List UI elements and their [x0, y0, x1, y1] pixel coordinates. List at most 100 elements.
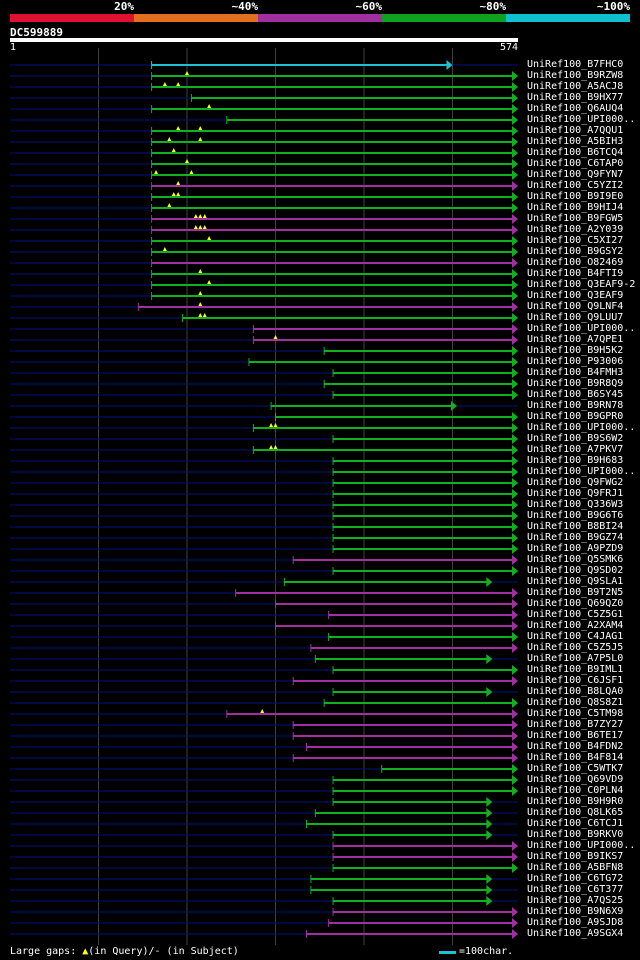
hit-label[interactable]: UniRef100_B7FHC0 — [527, 59, 624, 70]
hit-label[interactable]: UniRef100_C0PLN4 — [527, 785, 624, 796]
hit-label[interactable]: UniRef100_Q69QZ0 — [527, 598, 624, 609]
hit-label[interactable]: UniRef100_Q9LNF4 — [527, 301, 624, 312]
alignment-arrowhead — [512, 764, 518, 774]
alignment-hit — [283, 577, 493, 587]
hit-label[interactable]: UniRef100_B8LQA0 — [527, 686, 624, 697]
hit-label[interactable]: UniRef100_B7ZY27 — [527, 719, 624, 730]
hit-label[interactable]: UniRef100_A7P5L0 — [527, 653, 624, 664]
hit-label[interactable]: UniRef100_Q69VD9 — [527, 774, 624, 785]
hit-label[interactable]: UniRef100_B9GPR0 — [527, 411, 624, 422]
hit-label[interactable]: UniRef100_A7QS25 — [527, 895, 624, 906]
hit-label[interactable]: UniRef100_B9R8Q9 — [527, 378, 624, 389]
hit-label[interactable]: UniRef100_Q8S8Z1 — [527, 697, 624, 708]
hit-label[interactable]: UniRef100_B6SY45 — [527, 389, 624, 400]
hit-label[interactable]: UniRef100_B9H9R0 — [527, 796, 624, 807]
hit-label[interactable]: UniRef100_C6T377 — [527, 884, 624, 895]
hit-label[interactable]: UniRef100_Q3EAF9-2 — [527, 279, 636, 290]
alignment-hit — [332, 489, 518, 499]
alignment-arrowhead — [512, 533, 518, 543]
hit-label[interactable]: UniRef100_A5BIH3 — [527, 136, 624, 147]
hit-label[interactable]: UniRef100_O82469 — [527, 257, 624, 268]
hit-label[interactable]: UniRef100_B9RKV0 — [527, 829, 624, 840]
hit-label[interactable]: UniRef100_B4FMH3 — [527, 367, 624, 378]
alignment-hit — [323, 698, 518, 708]
alignment-arrowhead — [512, 357, 518, 367]
hit-label[interactable]: UniRef100_Q9FRJ1 — [527, 488, 624, 499]
alignment-arrowhead — [512, 71, 518, 81]
hit-label[interactable]: UniRef100_B9RN78 — [527, 400, 624, 411]
hit-label[interactable]: UniRef100_UPI000.. — [527, 422, 636, 433]
hit-label[interactable]: UniRef100_C5XI27 — [527, 235, 624, 246]
hit-label[interactable]: UniRef100_B9N6X9 — [527, 906, 624, 917]
hit-label[interactable]: UniRef100_C6JSF1 — [527, 675, 624, 686]
hit-label[interactable]: UniRef100_A7QQU1 — [527, 125, 624, 136]
hit-label[interactable]: UniRef100_C5WTK7 — [527, 763, 624, 774]
hit-label[interactable]: UniRef100_A5ACJ8 — [527, 81, 624, 92]
hit-label[interactable]: UniRef100_B9H683 — [527, 455, 624, 466]
hit-label[interactable]: UniRef100_B9FGW5 — [527, 213, 624, 224]
alignment-hit — [182, 313, 518, 323]
hit-label[interactable]: UniRef100_C6TCJ1 — [527, 818, 624, 829]
hit-label[interactable]: UniRef100_B9G6T6 — [527, 510, 624, 521]
alignment-hit — [151, 258, 518, 268]
hit-label[interactable]: UniRef100_B9T2N5 — [527, 587, 624, 598]
hit-label[interactable]: UniRef100_P93006 — [527, 356, 624, 367]
hit-label[interactable]: UniRef100_B9HIJ4 — [527, 202, 624, 213]
hit-label[interactable]: UniRef100_B9RZW8 — [527, 70, 624, 81]
hit-label[interactable]: UniRef100_Q8LK65 — [527, 807, 624, 818]
scale-segment — [134, 14, 258, 22]
hit-label[interactable]: UniRef100_Q9SLA1 — [527, 576, 624, 587]
hit-label[interactable]: UniRef100_Q9LUU7 — [527, 312, 624, 323]
hit-label[interactable]: UniRef100_B9I9E0 — [527, 191, 624, 202]
hit-label[interactable]: UniRef100_A2XAM4 — [527, 620, 624, 631]
hit-label[interactable]: UniRef100_Q9FYN7 — [527, 169, 624, 180]
hit-label[interactable]: UniRef100_B4FTI9 — [527, 268, 624, 279]
hit-label[interactable]: UniRef100_Q9FWG2 — [527, 477, 624, 488]
alignment-arrowhead — [512, 500, 518, 510]
hit-label[interactable]: UniRef100_C6TG72 — [527, 873, 624, 884]
hit-label[interactable]: UniRef100_A7PKV7 — [527, 444, 624, 455]
hit-label[interactable]: UniRef100_C6TAP0 — [527, 158, 624, 169]
hit-label[interactable]: UniRef100_A5BFN8 — [527, 862, 624, 873]
hit-label[interactable]: UniRef100_A9PZD9 — [527, 543, 624, 554]
hit-label[interactable]: UniRef100_Q5SMK6 — [527, 554, 624, 565]
hit-label[interactable]: UniRef100_B8BI24 — [527, 521, 624, 532]
hit-label[interactable]: UniRef100_C5TM98 — [527, 708, 624, 719]
hit-label[interactable]: UniRef100_B9S6W2 — [527, 433, 624, 444]
hit-label[interactable]: UniRef100_B9H5K2 — [527, 345, 624, 356]
hit-label[interactable]: UniRef100_B6TCQ4 — [527, 147, 624, 158]
hit-label[interactable]: UniRef100_B4F814 — [527, 752, 624, 763]
alignment-hit — [332, 687, 493, 697]
hit-label[interactable]: UniRef100_UPI000.. — [527, 840, 636, 851]
alignment-arrowhead — [512, 214, 518, 224]
hit-label[interactable]: UniRef100_Q9SD02 — [527, 565, 624, 576]
alignment-hit — [381, 764, 518, 774]
hit-label[interactable]: UniRef100_A9SGX4 — [527, 928, 624, 939]
alignment-arrowhead — [512, 632, 518, 642]
hit-label[interactable]: UniRef100_A7QPE1 — [527, 334, 624, 345]
hit-label[interactable]: UniRef100_B9GSY2 — [527, 246, 624, 257]
alignment-arrowhead — [512, 665, 518, 675]
hit-label[interactable]: UniRef100_B9IKS7 — [527, 851, 624, 862]
hit-label[interactable]: UniRef100_B9IML1 — [527, 664, 624, 675]
gap-marker-icon — [198, 214, 203, 218]
hit-label[interactable]: UniRef100_A9SJD8 — [527, 917, 624, 928]
hit-label[interactable]: UniRef100_UPI000.. — [527, 466, 636, 477]
hit-label[interactable]: UniRef100_A2Y039 — [527, 224, 624, 235]
alignment-hit — [310, 643, 518, 653]
hit-label[interactable]: UniRef100_B9HX77 — [527, 92, 624, 103]
hit-label[interactable]: UniRef100_Q6AUQ4 — [527, 103, 624, 114]
hit-label[interactable]: UniRef100_B6TE17 — [527, 730, 624, 741]
hit-label[interactable]: UniRef100_UPI000.. — [527, 323, 636, 334]
hit-label[interactable]: UniRef100_Q336W3 — [527, 499, 624, 510]
hit-label[interactable]: UniRef100_B4FDN2 — [527, 741, 624, 752]
hit-label[interactable]: UniRef100_Q3EAF9 — [527, 290, 624, 301]
hit-label[interactable]: UniRef100_UPI000.. — [527, 114, 636, 125]
hit-label[interactable]: UniRef100_C5Z5G1 — [527, 609, 624, 620]
hit-label[interactable]: UniRef100_C5Z5J5 — [527, 642, 624, 653]
hit-label[interactable]: UniRef100_C5YZI2 — [527, 180, 624, 191]
hit-label[interactable]: UniRef100_B9GZ74 — [527, 532, 624, 543]
hit-label[interactable]: UniRef100_C4JAG1 — [527, 631, 624, 642]
alignment-arrowhead — [512, 566, 518, 576]
alignment-arrowhead — [512, 126, 518, 136]
